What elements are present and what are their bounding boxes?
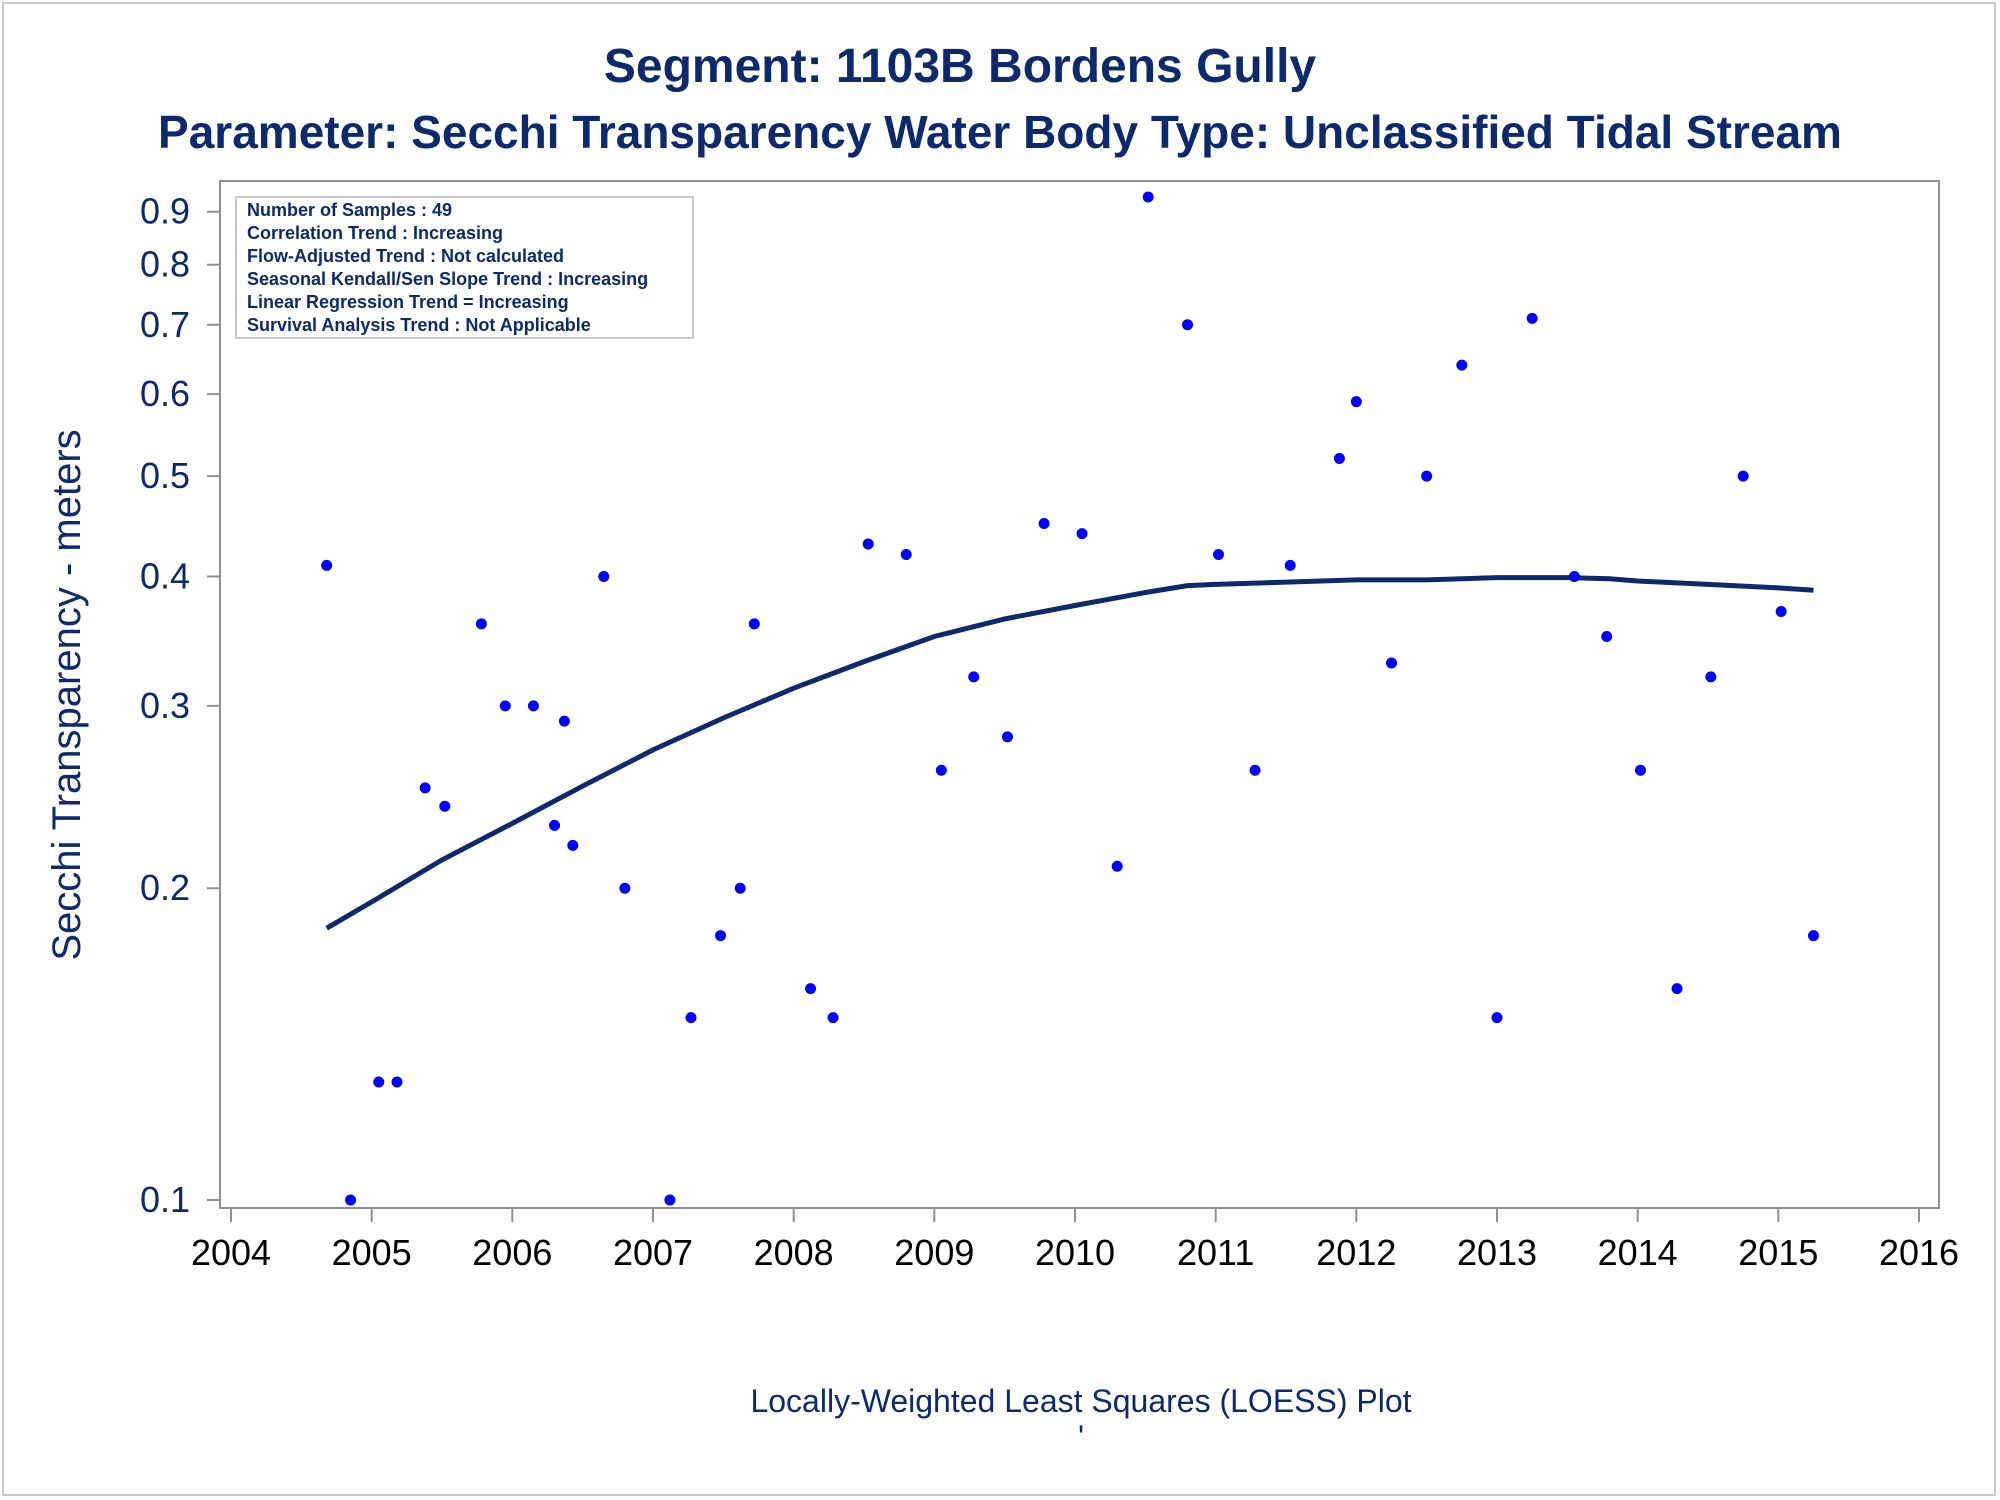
stat-correlation-trend: Correlation Trend : Increasing <box>247 223 503 243</box>
data-point <box>1111 860 1123 872</box>
data-point <box>685 1012 697 1024</box>
y-tick-label: 0.1 <box>140 1179 190 1220</box>
plot-area <box>219 180 1940 1209</box>
data-point <box>549 819 561 831</box>
data-point <box>1386 657 1397 669</box>
data-point <box>1333 452 1345 464</box>
loess-curve <box>325 575 1814 931</box>
x-tick-label: 2012 <box>1316 1232 1396 1273</box>
data-point <box>567 839 579 851</box>
data-point <box>439 800 451 812</box>
x-tick-label: 2007 <box>613 1232 693 1273</box>
data-point <box>345 1194 357 1206</box>
chart-footer: Locally-Weighted Least Squares (LOESS) P… <box>750 1383 1411 1419</box>
x-axis: 2004 2005 2006 2007 2008 2009 2010 2011 2012 2013… <box>191 1208 1959 1273</box>
data-point <box>664 1194 676 1206</box>
chart-subtitle: Parameter: Secchi Transparency Water Bod… <box>158 106 1842 158</box>
data-point <box>1456 359 1468 371</box>
x-tick-label: 2006 <box>472 1232 552 1273</box>
y-tick-label: 0.2 <box>140 867 190 908</box>
data-point <box>1249 764 1261 776</box>
stat-flow-adjusted-trend: Flow-Adjusted Trend : Not calculated <box>247 246 564 266</box>
y-tick-label: 0.4 <box>140 555 190 596</box>
data-point <box>558 715 570 727</box>
footer-mark: ' <box>1078 1419 1084 1455</box>
y-tick-label: 0.3 <box>140 685 190 726</box>
data-point <box>1737 470 1749 482</box>
data-point <box>1568 570 1580 582</box>
x-tick-label: 2015 <box>1738 1232 1818 1273</box>
x-tick-label: 2005 <box>332 1232 412 1273</box>
data-point <box>1491 1012 1503 1024</box>
data-point <box>734 882 746 894</box>
data-point <box>598 570 610 582</box>
data-point <box>827 1012 839 1024</box>
data-point <box>1142 191 1154 203</box>
x-tick-label: 2016 <box>1879 1232 1959 1273</box>
stat-number-of-samples: Number of Samples : 49 <box>247 200 452 220</box>
data-point <box>715 930 727 942</box>
y-tick-label: 0.5 <box>140 455 190 496</box>
data-points <box>321 191 1819 1206</box>
x-tick-label: 2008 <box>754 1232 834 1273</box>
chart-title: Segment: 1103B Bordens Gully <box>604 40 1317 93</box>
data-point <box>619 882 631 894</box>
x-tick-label: 2011 <box>1177 1232 1254 1273</box>
y-axis: 0.1 0.2 0.3 0.4 0.5 0.6 0.7 0.8 0.9 <box>140 191 220 1220</box>
data-point <box>1601 631 1613 643</box>
data-point <box>475 618 487 630</box>
data-point <box>1284 559 1296 571</box>
data-point <box>1775 606 1787 618</box>
x-tick-label: 2014 <box>1598 1232 1678 1273</box>
y-tick-label: 0.9 <box>140 191 190 232</box>
stat-seasonal-kendall-trend: Seasonal Kendall/Sen Slope Trend : Incre… <box>247 269 648 289</box>
data-point <box>1705 671 1717 683</box>
x-tick-label: 2010 <box>1035 1232 1115 1273</box>
data-point <box>1634 764 1646 776</box>
x-tick-label: 2004 <box>191 1232 271 1273</box>
data-point <box>419 782 431 794</box>
data-point <box>1001 731 1013 743</box>
data-point <box>499 700 511 712</box>
data-point <box>1182 319 1194 331</box>
stat-linear-regression-trend: Linear Regression Trend = Increasing <box>247 292 569 312</box>
data-point <box>1808 930 1819 942</box>
y-tick-label: 0.6 <box>140 373 190 414</box>
data-point <box>1038 518 1050 530</box>
y-tick-label: 0.8 <box>140 244 190 285</box>
data-point <box>1076 528 1088 540</box>
data-point <box>900 549 912 561</box>
data-point <box>321 559 333 571</box>
stats-legend-box <box>235 196 694 339</box>
data-point <box>748 618 760 630</box>
data-point <box>373 1076 385 1088</box>
data-point <box>805 983 817 995</box>
data-point <box>527 700 539 712</box>
x-tick-label: 2009 <box>894 1232 974 1273</box>
data-point <box>391 1076 403 1088</box>
stat-survival-analysis-trend: Survival Analysis Trend : Not Applicable <box>247 315 591 335</box>
data-point <box>1350 396 1362 408</box>
y-tick-label: 0.7 <box>140 304 190 345</box>
stats-legend: Number of Samples : 49 Correlation Trend… <box>235 196 694 339</box>
data-point <box>1421 470 1433 482</box>
data-point <box>1671 983 1683 995</box>
data-point <box>968 671 980 683</box>
data-point <box>862 538 874 550</box>
x-tick-label: 2013 <box>1457 1232 1537 1273</box>
data-point <box>1526 312 1538 324</box>
data-point <box>1212 549 1224 561</box>
data-point <box>935 764 947 776</box>
y-axis-label: Secchi Transparency - meters <box>45 429 89 960</box>
